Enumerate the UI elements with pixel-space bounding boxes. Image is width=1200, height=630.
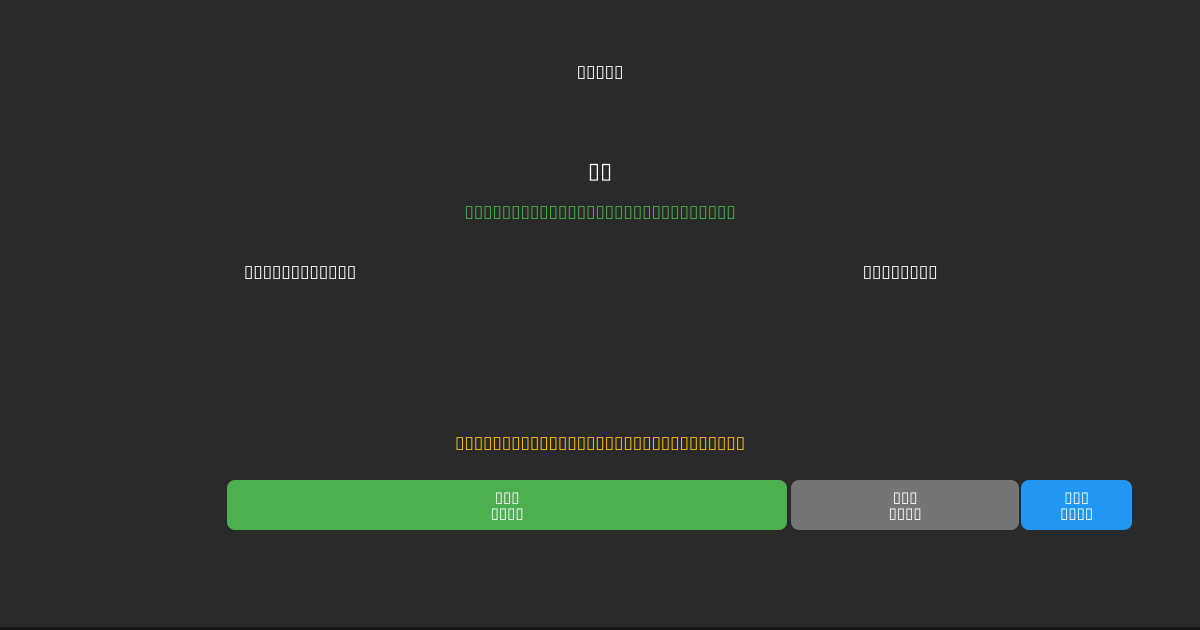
- page-title: ▯▯▯▯▯: [576, 62, 624, 82]
- subtitle-text: ▯▯▯▯▯▯▯▯▯▯▯▯▯▯▯▯▯▯▯▯▯▯▯▯▯▯▯▯▯: [464, 202, 736, 222]
- notice-text: ▯▯▯▯▯▯▯▯▯▯▯▯▯▯▯▯▯▯▯▯▯▯▯▯▯▯▯▯▯▯▯: [454, 433, 745, 453]
- tertiary-button-label-line1: ▯▯▯: [1064, 488, 1089, 506]
- left-section-label: ▯▯▯▯▯▯▯▯▯▯▯▯: [243, 262, 357, 282]
- primary-button-label-line1: ▯▯▯: [494, 488, 520, 506]
- main-heading: ▯▯: [587, 159, 613, 184]
- tertiary-button-label-line2: ▯▯▯▯: [1059, 504, 1094, 522]
- bottom-edge-divider: [0, 627, 1200, 630]
- secondary-button-label-line2: ▯▯▯▯: [888, 504, 922, 522]
- secondary-button-label-line1: ▯▯▯: [892, 488, 918, 506]
- primary-button-label-line2: ▯▯▯▯: [490, 504, 524, 522]
- secondary-action-button[interactable]: ▯▯▯ ▯▯▯▯: [791, 480, 1019, 530]
- primary-action-button[interactable]: ▯▯▯ ▯▯▯▯: [227, 480, 787, 530]
- tertiary-action-button[interactable]: ▯▯▯ ▯▯▯▯: [1021, 480, 1132, 530]
- right-section-label: ▯▯▯▯▯▯▯▯: [862, 262, 938, 282]
